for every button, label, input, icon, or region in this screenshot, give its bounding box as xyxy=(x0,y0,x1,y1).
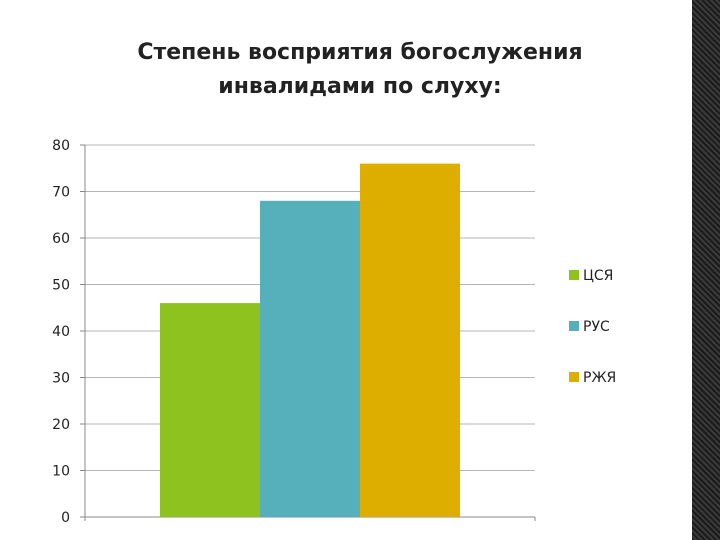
y-tick-label: 60 xyxy=(52,231,70,247)
chart-title-line-2: инвалидами по слуху: xyxy=(218,74,502,99)
legend-swatch xyxy=(569,270,579,280)
legend-swatch xyxy=(569,321,579,331)
legend: ЦСЯ РУС РЖЯ xyxy=(569,268,616,386)
y-tick-label: 80 xyxy=(52,138,70,154)
y-tick-label: 0 xyxy=(61,510,70,526)
y-tick-label: 10 xyxy=(52,464,70,480)
decorative-border xyxy=(692,0,720,540)
legend-label: РЖЯ xyxy=(583,370,616,386)
y-tick-label: 50 xyxy=(52,278,70,294)
chart-title: Степень восприятия богослужения инвалида… xyxy=(110,36,610,104)
legend-label: ЦСЯ xyxy=(583,268,613,284)
bar-1 xyxy=(160,303,261,517)
bar-3 xyxy=(359,163,460,517)
y-axis: 0 10 20 30 40 50 60 70 80 xyxy=(52,138,536,526)
y-tick-label: 20 xyxy=(52,417,70,433)
bars xyxy=(160,163,460,518)
y-tick-label: 70 xyxy=(52,185,70,201)
bar-2 xyxy=(260,200,360,518)
chart-title-line-1: Степень восприятия богослужения xyxy=(137,40,583,65)
legend-swatch xyxy=(569,372,579,382)
legend-label: РУС xyxy=(583,319,610,335)
y-tick-label: 30 xyxy=(52,371,70,387)
y-tick-label: 40 xyxy=(52,324,70,340)
